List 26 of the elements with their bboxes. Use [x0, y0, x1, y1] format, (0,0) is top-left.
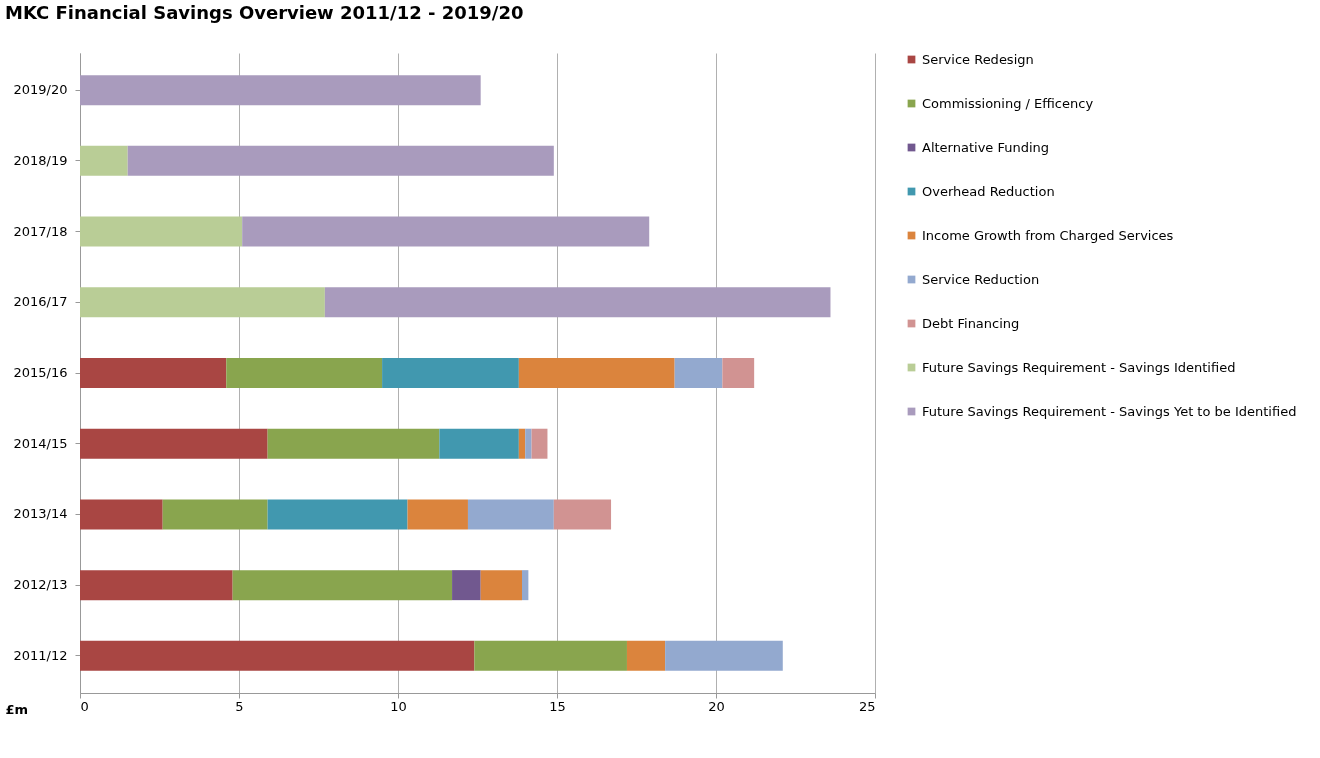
legend-label: Income Growth from Charged Services [922, 227, 1174, 243]
legend-label: Commissioning / Efficency [922, 95, 1094, 111]
y-tick-label: 2019/20 [13, 82, 68, 98]
legend-label: Debt Financing [922, 315, 1020, 331]
x-axis-title: £m [5, 701, 29, 717]
x-tick-label: 15 [549, 698, 566, 714]
legend-label: Future Savings Requirement - Savings Identified [922, 359, 1236, 375]
x-tick-label: 5 [235, 698, 244, 714]
x-tick-label: 25 [858, 698, 876, 714]
y-tick-label: 2012/13 [13, 577, 68, 593]
legend-label: Future Savings Requirement - Savings Yet to be Identified [922, 403, 1297, 419]
y-tick-label: 2016/17 [13, 294, 68, 310]
y-tick-label: 2013/14 [13, 506, 68, 522]
x-tick-label: 10 [390, 698, 407, 714]
chart-title: MKC Financial Savings Overview 2011/12 - 2019/20 [5, 2, 524, 23]
legend-label: Alternative Funding [922, 139, 1050, 155]
y-tick-label: 2015/16 [13, 365, 68, 380]
y-tick-label: 2011/12 [13, 647, 68, 663]
y-tick-label: 2017/18 [13, 223, 68, 239]
y-tick-label: 2018/19 [13, 152, 68, 168]
x-tick-label: 20 [708, 698, 725, 714]
y-tick-label: 2014/15 [13, 435, 68, 451]
legend-label: Service Redesign [922, 51, 1034, 67]
legend-label: Service Reduction [922, 271, 1040, 287]
legend-label: Overhead Reduction [922, 183, 1055, 199]
x-tick-label: 0 [80, 698, 89, 714]
